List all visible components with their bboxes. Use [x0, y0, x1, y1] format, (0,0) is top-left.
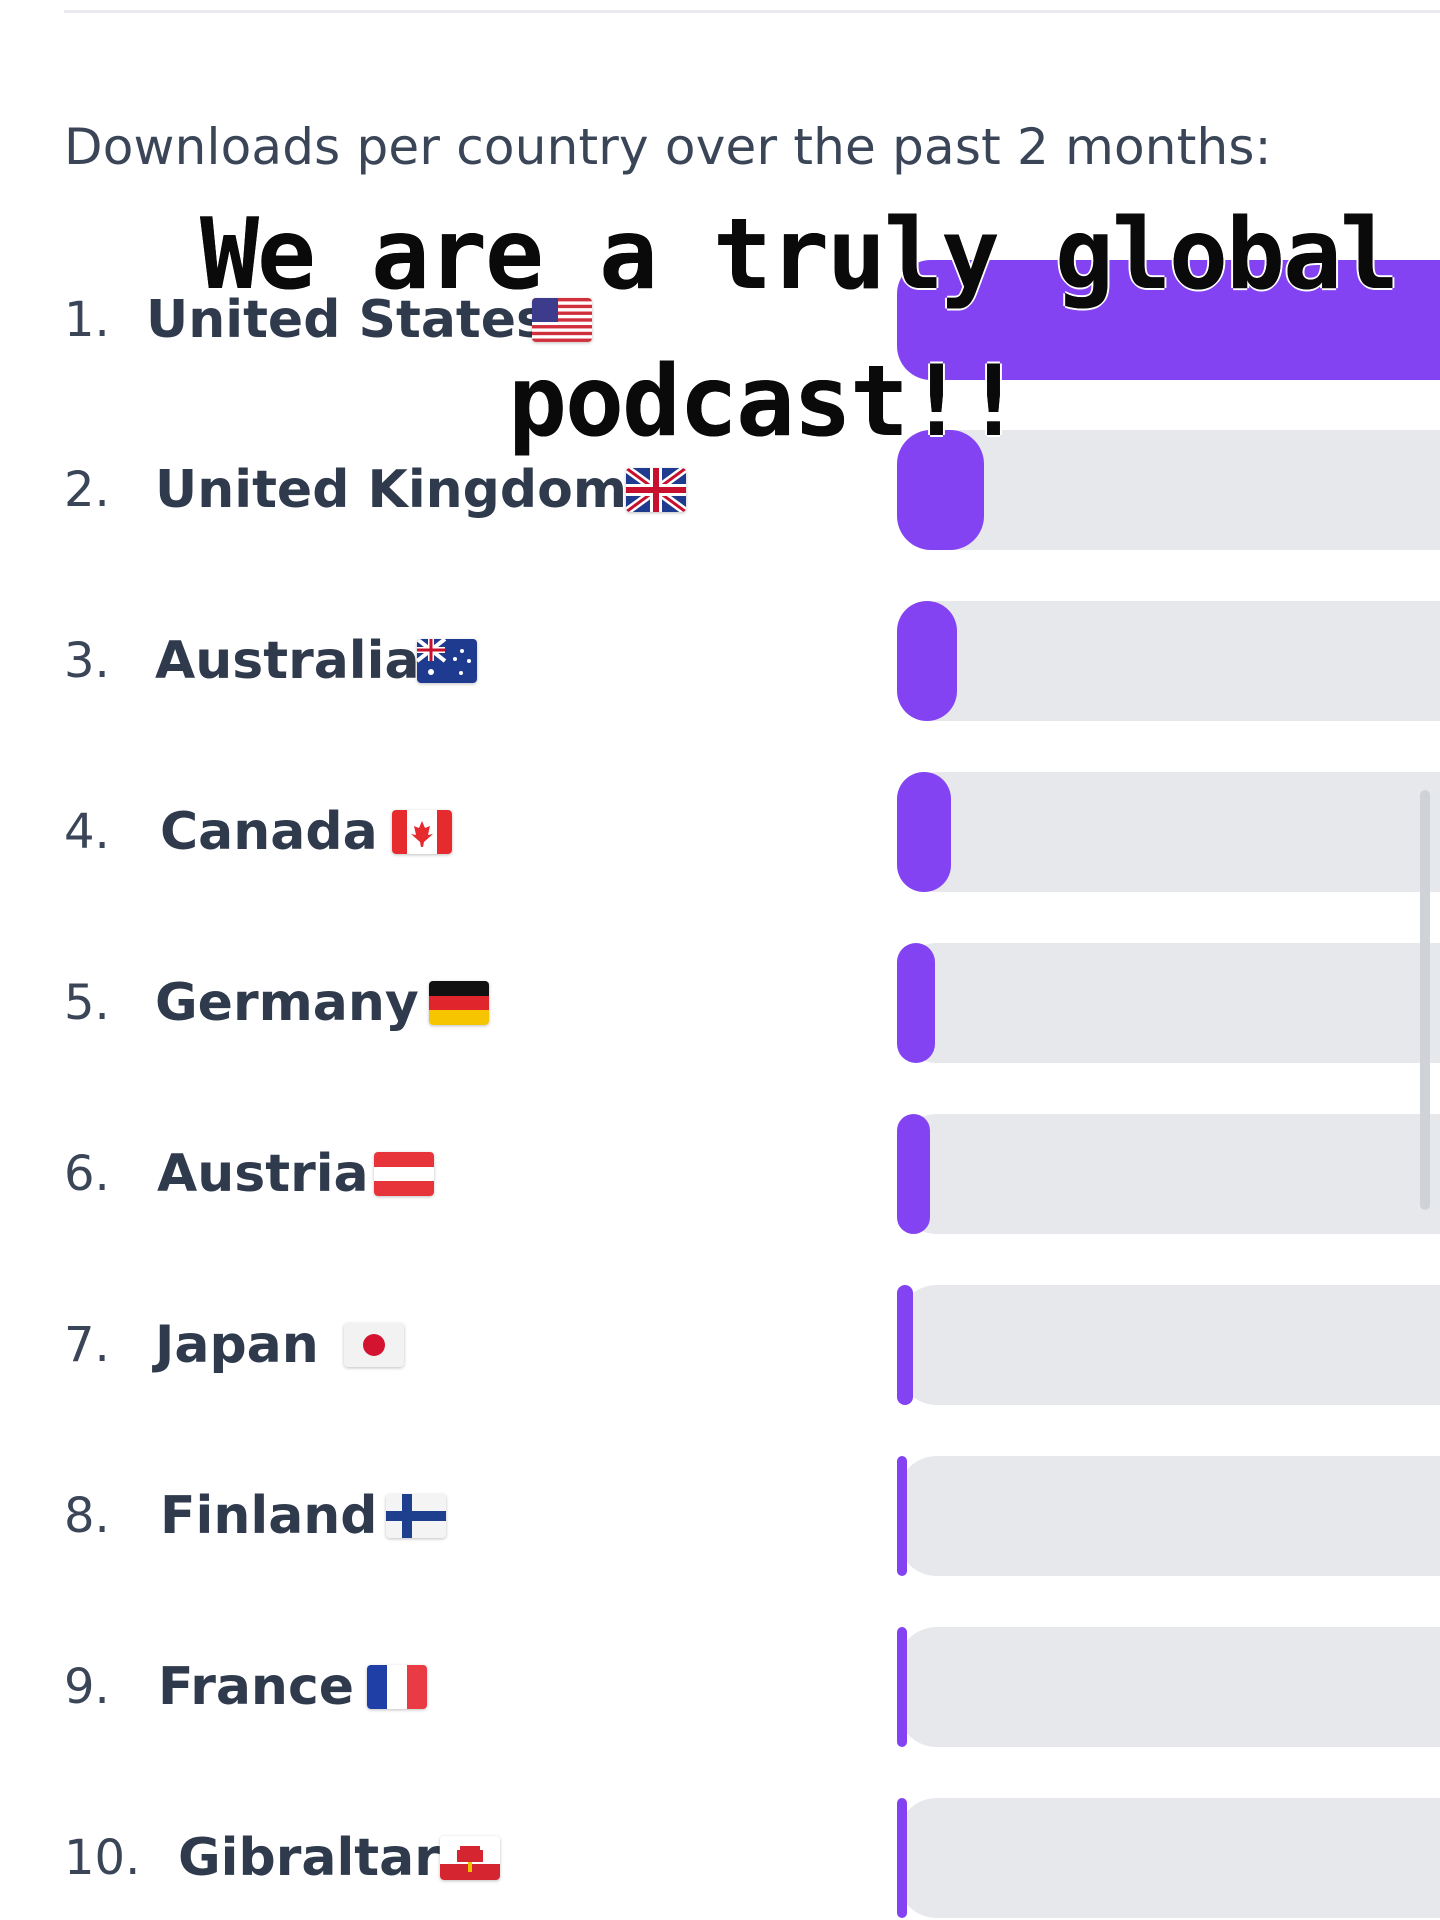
bar-fill	[897, 260, 1440, 380]
rank-label: 9.	[64, 1659, 110, 1715]
bar-track	[897, 1285, 1440, 1405]
bar-fill	[897, 1798, 907, 1918]
list-item: 1. United States	[0, 260, 1440, 380]
list-item: 10. Gibraltar	[0, 1798, 1440, 1918]
bar-fill	[897, 601, 957, 721]
rank-label: 3.	[64, 633, 110, 689]
country-label: Gibraltar	[178, 1828, 440, 1888]
bar-track	[897, 1114, 1440, 1234]
rank-label: 5.	[64, 975, 110, 1031]
jp-flag-icon	[344, 1323, 404, 1367]
country-label: Canada	[160, 802, 378, 862]
overlay-caption-line2: podcast!!	[508, 345, 1023, 459]
country-label: France	[158, 1657, 355, 1717]
country-label: Finland	[160, 1486, 378, 1546]
ca-flag-icon	[392, 810, 452, 854]
list-item: 7. Japan	[0, 1285, 1440, 1405]
list-item: 8. Finland	[0, 1456, 1440, 1576]
bar-track	[897, 1798, 1440, 1918]
gi-flag-icon	[440, 1836, 500, 1880]
rank-label: 8.	[64, 1488, 110, 1544]
rank-label: 10.	[64, 1830, 141, 1886]
rank-label: 1.	[64, 292, 110, 348]
country-label: Austria	[157, 1144, 369, 1204]
bar-fill	[897, 430, 984, 550]
country-label: Germany	[155, 973, 419, 1033]
country-label: United Kingdom	[155, 460, 628, 520]
country-label: Australia	[155, 631, 420, 691]
top-divider	[64, 10, 1440, 13]
chart-title: Downloads per country over the past 2 mo…	[64, 118, 1272, 176]
bar-fill	[897, 1285, 913, 1405]
list-item: 9. France	[0, 1627, 1440, 1747]
list-item: 2. United Kingdom	[0, 430, 1440, 550]
rank-label: 2.	[64, 462, 110, 518]
rank-label: 7.	[64, 1317, 110, 1373]
rank-label: 6.	[64, 1146, 110, 1202]
au-flag-icon	[417, 639, 477, 683]
bar-track	[897, 1627, 1440, 1747]
de-flag-icon	[429, 981, 489, 1025]
bar-track	[897, 430, 1440, 550]
bar-fill	[897, 943, 935, 1063]
bar-track	[897, 943, 1440, 1063]
bar-fill	[897, 1456, 907, 1576]
bar-track	[897, 772, 1440, 892]
us-flag-icon	[532, 298, 592, 342]
bar-track	[897, 1456, 1440, 1576]
country-label: Japan	[155, 1315, 319, 1375]
bar-fill	[897, 1114, 930, 1234]
uk-flag-icon	[626, 468, 686, 512]
bar-fill	[897, 772, 951, 892]
bar-fill	[897, 1627, 907, 1747]
fr-flag-icon	[367, 1665, 427, 1709]
list-item: 5. Germany	[0, 943, 1440, 1063]
list-item: 6. Austria	[0, 1114, 1440, 1234]
scrollbar[interactable]	[1420, 790, 1430, 1210]
fi-flag-icon	[386, 1494, 446, 1538]
list-item: 4. Canada	[0, 772, 1440, 892]
country-label: United States	[146, 290, 547, 350]
rank-label: 4.	[64, 804, 110, 860]
at-flag-icon	[374, 1152, 434, 1196]
overlay-caption-line1: We are a truly global	[200, 198, 1399, 312]
list-item: 3. Australia	[0, 601, 1440, 721]
bar-track	[897, 601, 1440, 721]
